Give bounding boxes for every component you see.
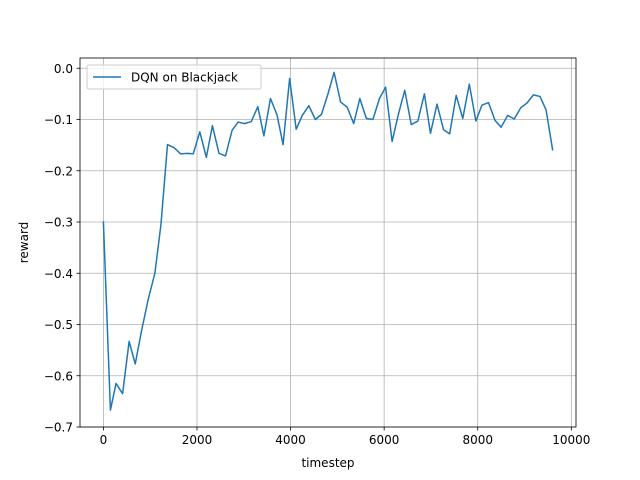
y-tick-label: −0.2 <box>44 164 73 178</box>
legend-box <box>86 64 262 90</box>
x-tick-label: 4000 <box>275 433 306 447</box>
x-tick-label: 8000 <box>462 433 493 447</box>
plot-frame <box>79 57 577 428</box>
ticks: 0 2000 4000 6000 8000 10000 −0.7 −0.6 −0.5 −0.4 −0… <box>44 62 591 447</box>
legend: DQN on Blackjack <box>86 64 262 90</box>
y-tick-label: −0.3 <box>44 216 73 230</box>
y-tick-label: −0.7 <box>44 421 73 435</box>
series-line <box>102 71 554 411</box>
x-tick-label: 0 <box>100 433 108 447</box>
x-tick-label: 2000 <box>182 433 213 447</box>
legend-label: DQN on Blackjack <box>131 71 238 85</box>
y-axis-label: reward <box>17 222 31 264</box>
x-axis-label: timestep <box>301 456 354 470</box>
y-tick-label: −0.4 <box>44 267 73 281</box>
x-tick-label: 6000 <box>369 433 400 447</box>
x-tick-label: 10000 <box>552 433 590 447</box>
y-tick-label: 0.0 <box>54 62 73 76</box>
y-tick-label: −0.6 <box>44 369 73 383</box>
grid <box>80 58 576 428</box>
y-tick-label: −0.1 <box>44 113 73 127</box>
series-layer <box>102 71 554 411</box>
y-tick-label: −0.5 <box>44 318 73 332</box>
